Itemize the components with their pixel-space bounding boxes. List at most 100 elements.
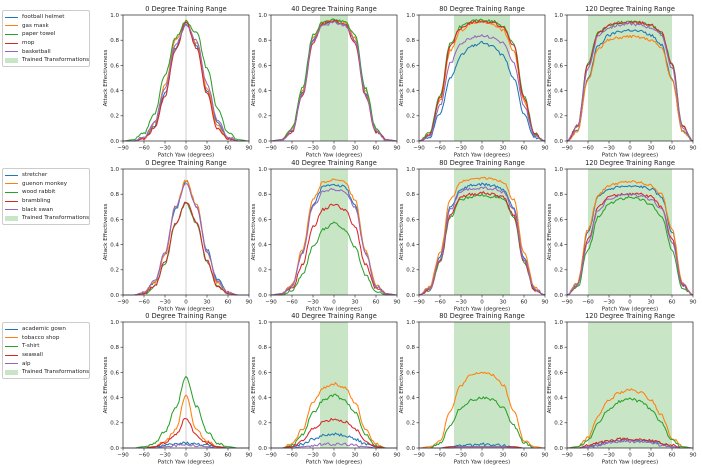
x-tick-label: 0 bbox=[480, 453, 484, 459]
x-tick-label: 0 bbox=[480, 146, 484, 152]
series-line-stretcher bbox=[566, 185, 694, 296]
legend-swatch bbox=[5, 191, 18, 193]
y-tick-label: 0.0 bbox=[110, 139, 119, 145]
y-tick-label: 0.2 bbox=[554, 268, 563, 274]
legend-entry: wood rabbit bbox=[5, 188, 87, 197]
x-tick-label: −30 bbox=[455, 146, 467, 152]
trained-region bbox=[320, 169, 348, 295]
subplot: −90 −60 −30 0 30 60 90 0.0 0.2 0.4 0.6 0.8 1.0 40 Deg… bbox=[251, 159, 401, 313]
subplot: −90 −60 −30 0 30 60 90 0.0 0.2 0.4 0.6 0.8 1.0 80 Deg… bbox=[399, 159, 549, 313]
x-tick-label: 30 bbox=[204, 453, 211, 459]
x-axis-label: Patch Yaw (degrees) bbox=[602, 460, 658, 466]
legend-region-swatch bbox=[5, 215, 18, 221]
y-tick-label: 1.0 bbox=[554, 167, 563, 173]
legend-label: Trained Transformations bbox=[22, 57, 90, 64]
x-tick-label: −90 bbox=[413, 300, 425, 306]
y-tick-label: 0.4 bbox=[110, 396, 119, 402]
y-tick-label: 0.0 bbox=[406, 139, 415, 145]
y-tick-label: 0.2 bbox=[258, 421, 267, 427]
subplot: −90 −60 −30 0 30 60 90 0.0 0.2 0.4 0.6 0.8 1.0 0 Degr… bbox=[103, 159, 253, 313]
series-line-basketball bbox=[566, 22, 694, 142]
legend-region-swatch bbox=[5, 57, 18, 63]
series-line-tobacco-shop bbox=[271, 382, 397, 449]
x-tick-label: 0 bbox=[628, 300, 632, 306]
x-tick-label: −90 bbox=[117, 453, 129, 459]
y-tick-label: 0.8 bbox=[110, 38, 119, 44]
y-tick-label: 0.2 bbox=[110, 268, 119, 274]
legend-swatch bbox=[5, 328, 18, 330]
series-line-t-shirt bbox=[419, 396, 545, 449]
y-tick-label: 0.8 bbox=[258, 345, 267, 351]
series-line-wood-rabbit bbox=[566, 195, 694, 296]
y-tick-label: 0.4 bbox=[110, 243, 119, 249]
y-tick-label: 0.4 bbox=[258, 243, 267, 249]
subplot-title: 80 Degree Training Range bbox=[439, 159, 525, 167]
x-tick-label: −30 bbox=[159, 146, 171, 152]
y-axis-label: Attack Effectiveness bbox=[399, 356, 405, 413]
x-tick-label: 0 bbox=[184, 300, 188, 306]
series-line-black-swan bbox=[418, 186, 546, 296]
series-line-basketball bbox=[270, 21, 398, 142]
y-tick-label: 0.0 bbox=[406, 293, 415, 299]
y-tick-label: 0.6 bbox=[110, 370, 119, 376]
y-tick-label: 0.6 bbox=[554, 370, 563, 376]
legend-swatch bbox=[5, 363, 18, 365]
subplot: −90 −60 −30 0 30 60 90 0.0 0.2 0.4 0.6 0.8 1.0 0 Degr… bbox=[103, 5, 253, 159]
x-tick-label: −60 bbox=[286, 146, 298, 152]
series-line-mop bbox=[566, 20, 694, 142]
legend-swatch bbox=[5, 345, 18, 347]
legend-label: Trained Transformations bbox=[22, 369, 90, 376]
x-tick-label: 30 bbox=[648, 300, 655, 306]
subplot-title: 40 Degree Training Range bbox=[291, 159, 377, 167]
legend-label: stretcher bbox=[22, 172, 48, 179]
y-tick-label: 0.6 bbox=[554, 217, 563, 223]
x-tick-label: 0 bbox=[184, 146, 188, 152]
y-tick-label: 0.2 bbox=[258, 114, 267, 120]
x-tick-label: −90 bbox=[265, 146, 277, 152]
y-tick-label: 0.4 bbox=[406, 243, 415, 249]
series-line-football-helmet bbox=[418, 40, 546, 142]
subplot: −90 −60 −30 0 30 60 90 0.0 0.2 0.4 0.6 0.8 1.0 80 Deg… bbox=[399, 5, 549, 159]
x-tick-label: 0 bbox=[332, 300, 336, 306]
y-tick-label: 1.0 bbox=[554, 320, 563, 326]
x-tick-label: 0 bbox=[184, 453, 188, 459]
series-line-mop bbox=[270, 19, 398, 142]
subplot-title: 80 Degree Training Range bbox=[439, 5, 525, 13]
subplot: −90 −60 −30 0 30 60 90 0.0 0.2 0.4 0.6 0.8 1.0 0 Degr… bbox=[103, 312, 253, 466]
y-tick-label: 0.0 bbox=[258, 139, 267, 145]
x-tick-label: −30 bbox=[307, 453, 319, 459]
subplot: −90 −60 −30 0 30 60 90 0.0 0.2 0.4 0.6 0.8 1.0 40 Deg… bbox=[251, 5, 401, 159]
x-tick-label: −90 bbox=[413, 453, 425, 459]
legend-swatch bbox=[5, 174, 18, 176]
x-tick-label: 90 bbox=[690, 146, 697, 152]
series-line-t-shirt bbox=[566, 397, 694, 449]
legend-swatch bbox=[5, 200, 18, 202]
x-tick-label: −30 bbox=[307, 300, 319, 306]
legend-swatch bbox=[5, 25, 18, 27]
legend-entry: Trained Transformations bbox=[5, 214, 90, 223]
legend-label: football helmet bbox=[22, 14, 65, 21]
legend-entry: Trained Transformations bbox=[5, 368, 90, 377]
legend-entry: academic gown bbox=[5, 325, 87, 334]
legend-swatch bbox=[5, 337, 18, 339]
x-tick-label: −30 bbox=[603, 453, 615, 459]
y-axis-label: Attack Effectiveness bbox=[251, 49, 257, 106]
x-tick-label: 30 bbox=[352, 300, 359, 306]
x-axis-label: Patch Yaw (degrees) bbox=[454, 460, 510, 466]
legend-label: Trained Transformations bbox=[22, 215, 90, 222]
y-tick-label: 0.0 bbox=[258, 446, 267, 452]
y-tick-label: 0.8 bbox=[406, 192, 415, 198]
y-tick-label: 0.2 bbox=[110, 421, 119, 427]
y-tick-label: 0.0 bbox=[110, 446, 119, 452]
x-axis-label: Patch Yaw (degrees) bbox=[602, 307, 658, 313]
y-tick-label: 1.0 bbox=[406, 167, 415, 173]
series-line-black-swan bbox=[270, 187, 398, 296]
y-axis-label: Attack Effectiveness bbox=[103, 356, 109, 413]
x-tick-label: −90 bbox=[413, 146, 425, 152]
x-tick-label: 60 bbox=[373, 453, 380, 459]
x-tick-label: 30 bbox=[500, 453, 507, 459]
trained-region bbox=[320, 15, 348, 141]
x-tick-label: 0 bbox=[480, 300, 484, 306]
series-line-gas-mask bbox=[566, 34, 694, 142]
